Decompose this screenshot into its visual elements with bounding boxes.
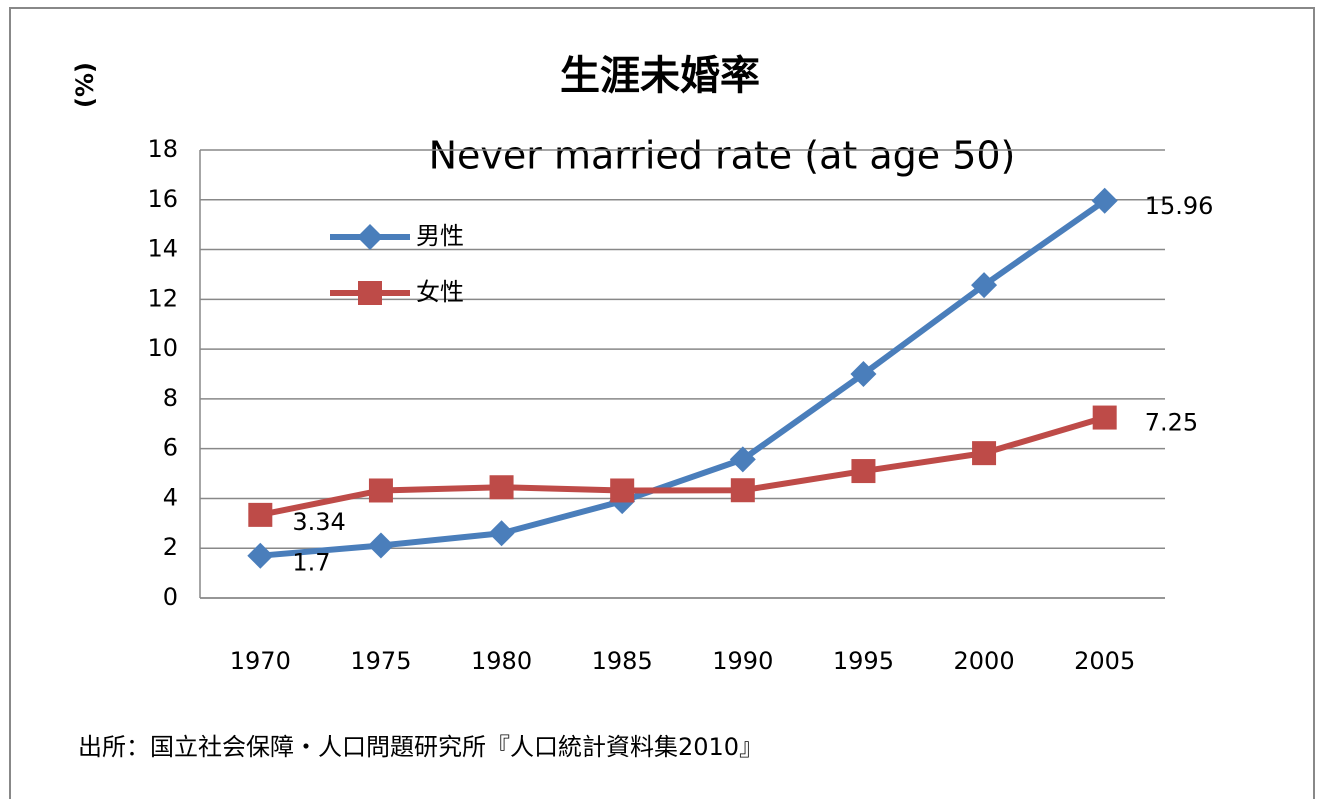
y-tick-label: 6 [163,434,178,462]
data-point [248,502,273,527]
y-tick-label: 14 [147,235,178,263]
series-line [259,414,1106,518]
y-tick-label: 4 [163,483,178,511]
data-point [368,478,393,503]
legend-label: 男性 [416,222,464,250]
y-tick-label: 2 [163,533,178,561]
data-point [247,542,274,569]
data-point [489,475,514,500]
chart-frame [9,7,1315,799]
data-label: 7.25 [1145,409,1198,437]
data-label: 15.96 [1145,192,1214,220]
y-axis-label: (%) [71,62,99,108]
x-tick-label: 1995 [833,647,894,675]
series-line [260,198,1107,559]
data-point [971,272,998,299]
legend-label: 女性 [416,278,464,306]
data-point [851,459,876,484]
y-tick-label: 12 [147,284,178,312]
x-tick-label: 2000 [954,647,1015,675]
chart-title: 生涯未婚率 [560,53,760,99]
y-tick-label: 0 [163,583,178,611]
x-tick-label: 1990 [712,647,773,675]
y-tick-label: 16 [147,185,178,213]
y-tick-label: 18 [147,135,178,163]
data-label: 1.7 [292,549,330,577]
data-point [1091,187,1118,214]
legend-marker [357,224,383,250]
x-tick-label: 1975 [350,647,411,675]
data-point [729,446,756,473]
data-label: 3.34 [292,508,345,536]
x-tick-label: 2005 [1074,647,1135,675]
data-point [730,478,755,503]
source-note: 出所：国立社会保障・人口問題研究所『人口統計資料集2010』 [78,733,763,761]
y-tick-label: 8 [163,384,178,412]
legend-marker [358,281,382,305]
x-tick-label: 1980 [471,647,532,675]
y-tick-label: 10 [147,334,178,362]
data-point [972,441,997,466]
data-point [367,532,394,559]
x-tick-label: 1985 [592,647,653,675]
data-point [850,361,877,387]
chart-subtitle: Never married rate (at age 50) [429,134,1016,178]
data-point [1092,405,1117,430]
x-tick-label: 1970 [230,647,291,675]
data-point [488,520,515,547]
data-point [610,478,635,503]
